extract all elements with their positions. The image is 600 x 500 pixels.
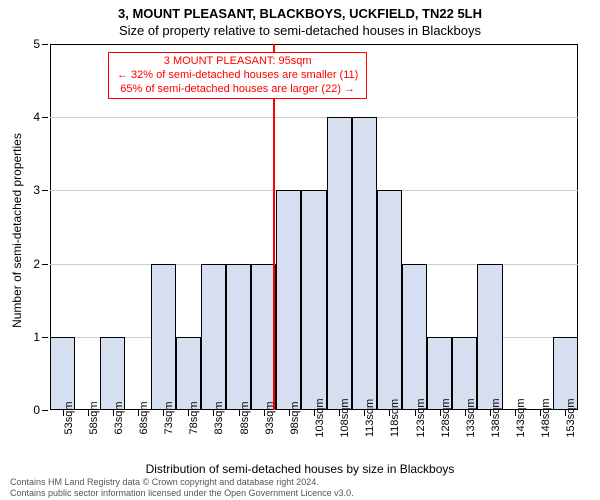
x-tick-label: 83sqm <box>213 401 225 434</box>
x-tick-label: 103sqm <box>314 398 326 437</box>
x-axis-label: Distribution of semi-detached houses by … <box>146 462 455 476</box>
histogram-bar <box>176 337 201 410</box>
chart-title: 3, MOUNT PLEASANT, BLACKBOYS, UCKFIELD, … <box>0 0 600 21</box>
histogram-bar <box>100 337 125 410</box>
x-tick-label: 118sqm <box>389 399 401 437</box>
y-tick <box>42 190 48 191</box>
x-tick-label: 128sqm <box>440 398 452 437</box>
info-box-line: 3 MOUNT PLEASANT: 95sqm <box>117 55 358 69</box>
histogram-bar <box>226 264 251 410</box>
x-tick-label: 143sqm <box>515 398 527 437</box>
y-tick <box>42 44 48 45</box>
x-tick-label: 68sqm <box>138 401 150 434</box>
footer-text: Contains HM Land Registry data © Crown c… <box>10 477 354 498</box>
info-box: 3 MOUNT PLEASANT: 95sqm← 32% of semi-det… <box>108 52 367 99</box>
histogram-bar <box>151 264 176 410</box>
y-tick-label: 2 <box>33 257 40 271</box>
y-tick-label: 5 <box>33 37 40 51</box>
grid-line <box>50 117 578 118</box>
x-tick-label: 73sqm <box>163 401 175 434</box>
histogram-bar <box>201 264 226 410</box>
histogram-bar <box>477 264 502 410</box>
top-axis-line <box>50 44 578 45</box>
footer-line-1: Contains HM Land Registry data © Crown c… <box>10 477 354 487</box>
y-tick <box>42 264 48 265</box>
x-tick-label: 63sqm <box>113 401 125 434</box>
x-tick-label: 148sqm <box>540 398 552 437</box>
y-axis-label: Number of semi-detached properties <box>10 133 24 328</box>
histogram-bar <box>352 117 377 410</box>
histogram-bar <box>50 337 75 410</box>
x-tick-label: 78sqm <box>188 401 200 434</box>
histogram-bar <box>377 190 402 410</box>
plot-area: 01234553sqm58sqm63sqm68sqm73sqm78sqm83sq… <box>50 44 578 410</box>
x-tick-label: 53sqm <box>63 401 75 434</box>
info-box-line: 65% of semi-detached houses are larger (… <box>117 83 358 97</box>
chart-subtitle: Size of property relative to semi-detach… <box>0 21 600 38</box>
y-tick-label: 4 <box>33 110 40 124</box>
info-box-line: ← 32% of semi-detached houses are smalle… <box>117 69 358 83</box>
x-tick-label: 88sqm <box>239 401 251 434</box>
x-tick-label: 108sqm <box>339 398 351 437</box>
chart-container: 3, MOUNT PLEASANT, BLACKBOYS, UCKFIELD, … <box>0 0 600 500</box>
y-tick-label: 0 <box>33 403 40 417</box>
y-tick <box>42 337 48 338</box>
x-tick-label: 113sqm <box>364 399 376 437</box>
x-tick-label: 58sqm <box>88 401 100 434</box>
x-tick-label: 153sqm <box>565 398 577 437</box>
y-tick <box>42 117 48 118</box>
footer-line-2: Contains public sector information licen… <box>10 488 354 498</box>
histogram-bar <box>327 117 352 410</box>
y-tick-label: 3 <box>33 183 40 197</box>
y-tick <box>42 410 48 411</box>
histogram-bar <box>276 190 301 410</box>
x-tick-label: 123sqm <box>415 398 427 437</box>
histogram-bar <box>301 190 326 410</box>
x-tick-label: 133sqm <box>465 398 477 437</box>
y-tick-label: 1 <box>33 330 40 344</box>
histogram-bar <box>402 264 427 410</box>
x-tick-label: 138sqm <box>490 398 502 437</box>
x-tick-label: 98sqm <box>289 401 301 434</box>
